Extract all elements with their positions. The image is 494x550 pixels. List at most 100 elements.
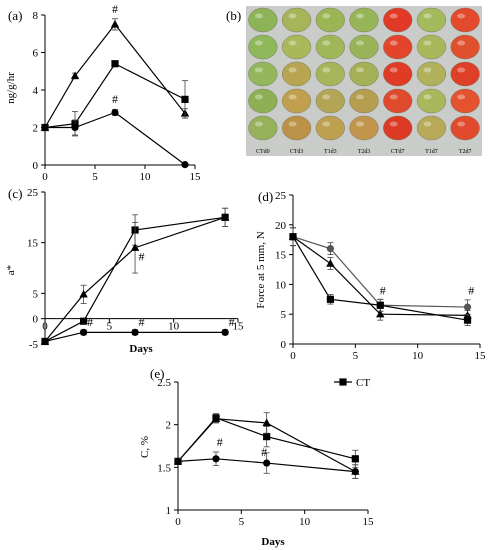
tomato-highlight [322,67,331,73]
tomato [282,88,312,114]
panel-label: (b) [226,8,241,23]
significance-marker: # [112,2,118,16]
tomato [383,7,413,33]
y-tick-label: 25 [275,190,287,202]
tomato [315,115,345,141]
y-tick-label: 2.5 [157,377,171,389]
y-axis-title: a* [5,265,17,275]
y-tick-label: 1 [166,505,172,517]
tomato-highlight [288,40,297,46]
tomato [416,61,446,87]
data-point-square-1 [80,317,88,325]
series-line [292,236,468,316]
tomato-highlight [457,121,466,127]
tomato-highlight [389,40,398,46]
tomato [315,61,345,87]
series-line [177,458,356,473]
y-axis-title: Force at 5 mm, N [255,231,267,308]
tomato [248,88,278,114]
data-point-square-3 [351,455,359,463]
tomato [450,34,480,60]
tomato-highlight [457,13,466,19]
significance-marker: # [468,284,474,298]
tomato-highlight [423,121,432,127]
tomato-highlight [457,94,466,100]
tomato [315,7,345,33]
x-tick-label: 5 [107,321,113,333]
series-triangle [40,207,230,345]
x-axis-title: Days [129,343,153,355]
tomato-highlight [423,94,432,100]
x-tick-label: 0 [175,516,181,528]
tomato-highlight [356,13,364,19]
y-tick-label: 1.5 [157,462,171,474]
tomato [383,88,413,114]
x-tick-label: 0 [42,321,48,333]
x-tick-label: 10 [299,516,311,528]
series-line [292,236,468,308]
tomato-highlight [389,94,398,100]
tomato [315,34,345,60]
significance-marker: # [139,315,145,329]
tomato-highlight [356,121,364,127]
tomato [349,34,379,60]
y-tick-label: 8 [33,10,39,22]
data-point-triangle-3 [220,212,230,221]
panel-label: (a) [8,8,22,23]
tomato [416,34,446,60]
tomato [248,115,278,141]
tomato [349,88,379,114]
y-tick-label: 15 [27,238,39,250]
data-point-triangle-2 [110,19,120,28]
tomato [450,115,480,141]
significance-marker: # [139,249,145,263]
panel-label: (c) [8,186,22,201]
data-point-circle-1 [71,123,79,132]
y-tick-label: 15 [275,250,287,262]
x-tick-label: 5 [92,171,98,183]
tomato [383,61,413,87]
y-tick-label: 5 [281,309,287,321]
y-tick-label: 10 [275,279,287,291]
panel-label: (d) [258,189,273,204]
data-point-square-0 [289,233,297,241]
chart-panel-a: (a) 0 2 4 6 8 0 5 10 15 ng/g/hr # # [5,2,201,183]
data-point-square-3 [463,316,472,324]
tomato-highlight [322,121,331,127]
x-axis-title: Days [261,536,285,548]
series-line [45,111,186,166]
photo-caption: CTd7 [391,149,405,155]
x-tick-label: 10 [412,350,424,362]
tomato [349,61,379,87]
tomato-highlight [356,67,364,73]
tomato [349,115,379,141]
legend: CT [334,377,370,389]
significance-marker: # [229,315,235,329]
x-tick-label: 15 [475,350,487,362]
series-square [289,227,472,326]
y-axis-title: ng/g/hr [5,72,17,104]
panel-label: (e) [150,366,164,381]
significance-marker: # [217,435,223,449]
x-tick-label: 0 [42,171,48,183]
data-point-circle-0 [41,123,49,132]
data-point-triangle-1 [211,414,221,422]
data-point-circle-1 [212,455,220,463]
tomato [416,88,446,114]
tomato [282,61,312,87]
data-point-square-3 [181,95,189,103]
y-tick-label: 4 [33,85,39,97]
tomato-highlight [322,94,331,100]
photo-caption: T1d3 [324,149,337,155]
series-line [177,418,356,473]
photo-caption: T1d7 [425,149,438,155]
tomato-highlight [288,121,297,127]
x-tick-label: 15 [363,516,375,528]
significance-marker: # [380,284,386,298]
series-line [44,23,186,128]
data-point-circle-3 [463,303,472,311]
tomato-highlight [389,13,398,19]
data-point-circle-1 [80,328,88,336]
y-tick-label: 0 [281,339,287,351]
tomato-highlight [254,13,263,19]
